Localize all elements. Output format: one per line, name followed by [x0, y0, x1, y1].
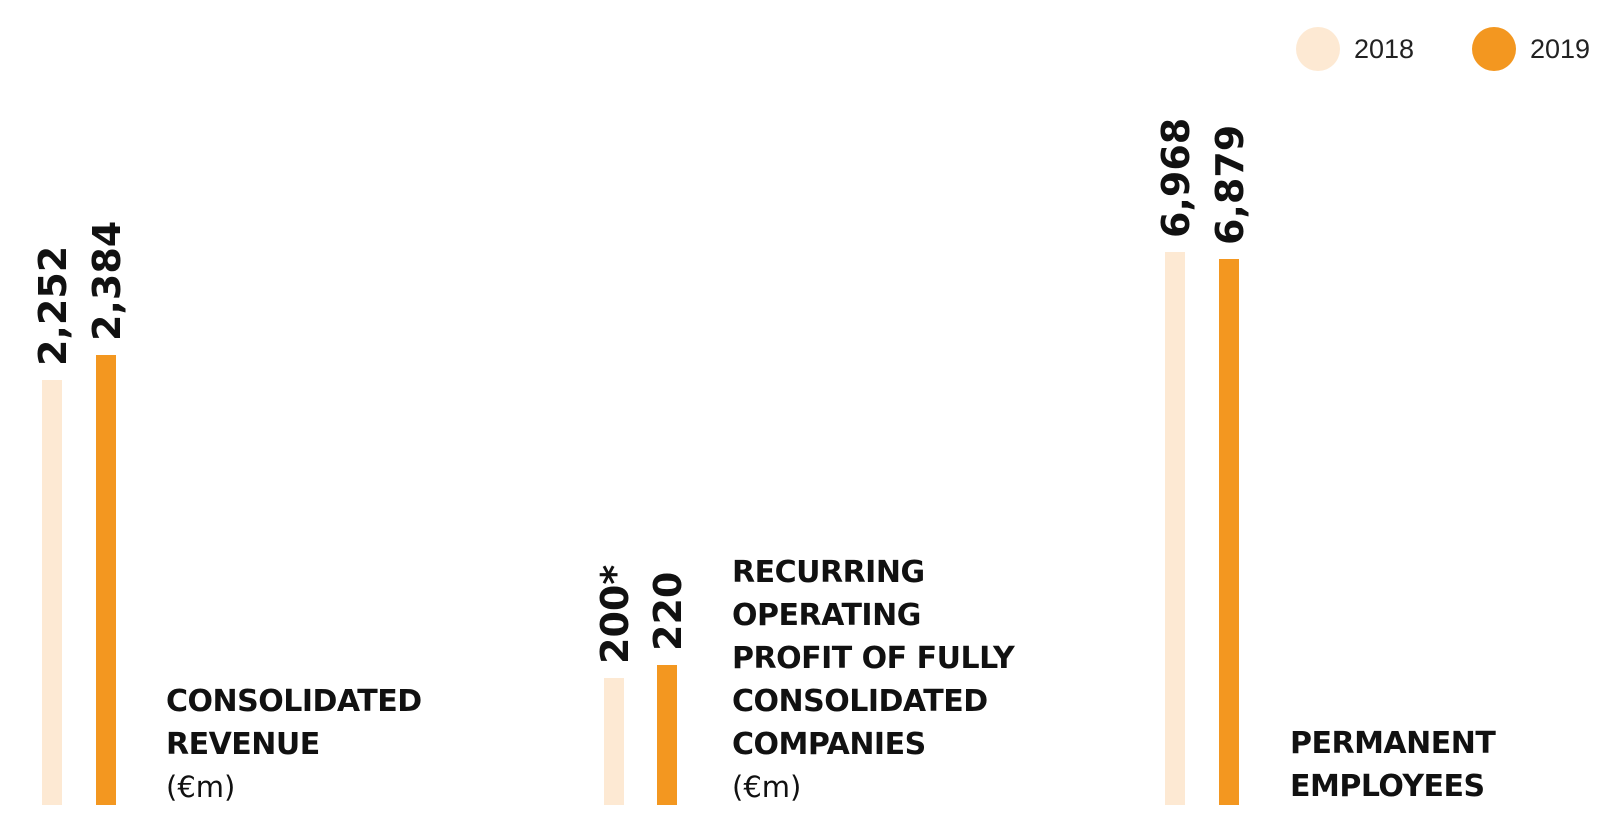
bar-revenue-2018	[42, 379, 62, 805]
bar-revenue-2019	[96, 355, 116, 805]
category-unit-operating-profit: (€m)	[732, 770, 802, 804]
legend-swatch-2019	[1472, 27, 1516, 71]
category-title-operating-profit: RECURRING OPERATING PROFIT OF FULLY CONS…	[732, 555, 1015, 762]
category-label-revenue: CONSOLIDATED REVENUE (€m)	[166, 680, 486, 808]
category-label-operating-profit: RECURRING OPERATING PROFIT OF FULLY CONS…	[732, 551, 1052, 808]
category-title-employees: PERMANENT EMPLOYEES	[1290, 726, 1496, 804]
legend-label-2018: 2018	[1354, 33, 1415, 64]
bar-employees-2019	[1219, 259, 1239, 805]
bar-employees-2018	[1165, 252, 1185, 805]
bar-operating-profit-2018	[604, 677, 624, 805]
category-title-revenue: CONSOLIDATED REVENUE	[166, 684, 422, 762]
category-unit-revenue: (€m)	[166, 770, 236, 804]
legend-item-2019: 2019	[1472, 26, 1590, 72]
legend-swatch-2018	[1296, 27, 1340, 71]
legend-label-2019: 2019	[1530, 33, 1591, 64]
category-label-employees: PERMANENT EMPLOYEES	[1290, 722, 1600, 808]
bar-operating-profit-2019	[657, 665, 677, 805]
legend-item-2018: 2018	[1296, 26, 1414, 72]
